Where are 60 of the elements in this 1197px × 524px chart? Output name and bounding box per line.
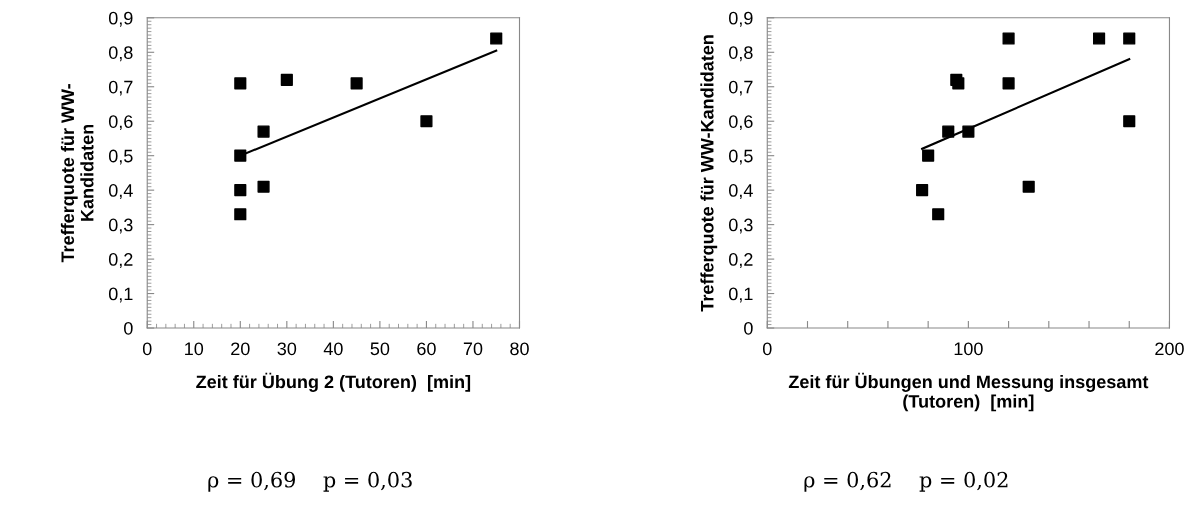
point [234, 184, 247, 197]
point [1093, 32, 1106, 45]
x-tick-label: 70 [463, 342, 483, 356]
x-tick-label: 40 [323, 342, 343, 356]
x-tick-label: 50 [370, 342, 390, 356]
y-tick-label: 0,6 [108, 115, 133, 131]
x-tick-label: 0 [762, 342, 772, 356]
text: ρ = 0,69 p = 0,03 [208, 471, 412, 492]
x-tick-label: 100 [954, 342, 983, 356]
x-tick-label: 10 [185, 342, 204, 356]
y-tick-label: 0,7 [729, 80, 753, 96]
point [922, 149, 935, 162]
y-tick-label: 0 [124, 321, 133, 335]
y-tick-label: 0,4 [729, 184, 753, 200]
y-tick-label: 0,8 [729, 46, 753, 62]
point [234, 208, 247, 221]
y-tick-label: 0,8 [108, 46, 133, 62]
point [962, 125, 975, 138]
y-tick-label: 0,5 [108, 149, 133, 165]
text: ρ = 0,62 p = 0,02 [804, 471, 1008, 492]
x-tick-label: 200 [1155, 342, 1184, 356]
point [257, 180, 270, 193]
point [1123, 32, 1136, 45]
point [916, 184, 929, 197]
x-axis-title: Zeit für Übungen und Messung insgesamt (Tutoren) [min] [788, 372, 1149, 412]
y-tick-label: 0,1 [108, 287, 133, 303]
point [1002, 77, 1015, 90]
point [420, 115, 433, 128]
y-tick-label: 0,1 [729, 287, 753, 303]
point [350, 77, 363, 90]
x-tick-label: 80 [510, 342, 529, 356]
point [490, 32, 503, 45]
point [952, 77, 965, 90]
y-tick-label: 0,9 [108, 11, 133, 27]
y-axis-title: Trefferquote für WW-Kandidaten [700, 35, 718, 312]
point [1002, 32, 1015, 45]
x-tick-label: 0 [142, 342, 152, 356]
y-tick-label: 0,9 [729, 11, 753, 27]
point [1022, 180, 1035, 193]
y-tick-label: 0 [744, 321, 753, 335]
point [234, 149, 247, 162]
point [257, 125, 270, 138]
point [234, 77, 247, 90]
y-tick-label: 0,2 [729, 253, 753, 268]
point [1123, 115, 1136, 128]
x-tick-label: 60 [417, 342, 436, 356]
y-axis-title: Trefferquote für WW- Kandidaten [60, 84, 94, 263]
y-tick-label: 0,5 [729, 149, 753, 165]
y-tick-label: 0,2 [108, 253, 133, 268]
x-axis-title: Zeit für Übung 2 (Tutoren) [min] [196, 372, 471, 392]
point [932, 208, 945, 221]
y-tick-label: 0,6 [729, 115, 753, 131]
point [280, 73, 293, 86]
y-tick-label: 0,3 [729, 218, 753, 234]
x-tick-label: 30 [277, 342, 297, 356]
y-tick-label: 0,4 [108, 184, 133, 200]
point [942, 125, 955, 138]
y-tick-label: 0,7 [108, 80, 133, 96]
y-tick-label: 0,3 [108, 218, 133, 234]
x-tick-label: 20 [231, 342, 250, 356]
